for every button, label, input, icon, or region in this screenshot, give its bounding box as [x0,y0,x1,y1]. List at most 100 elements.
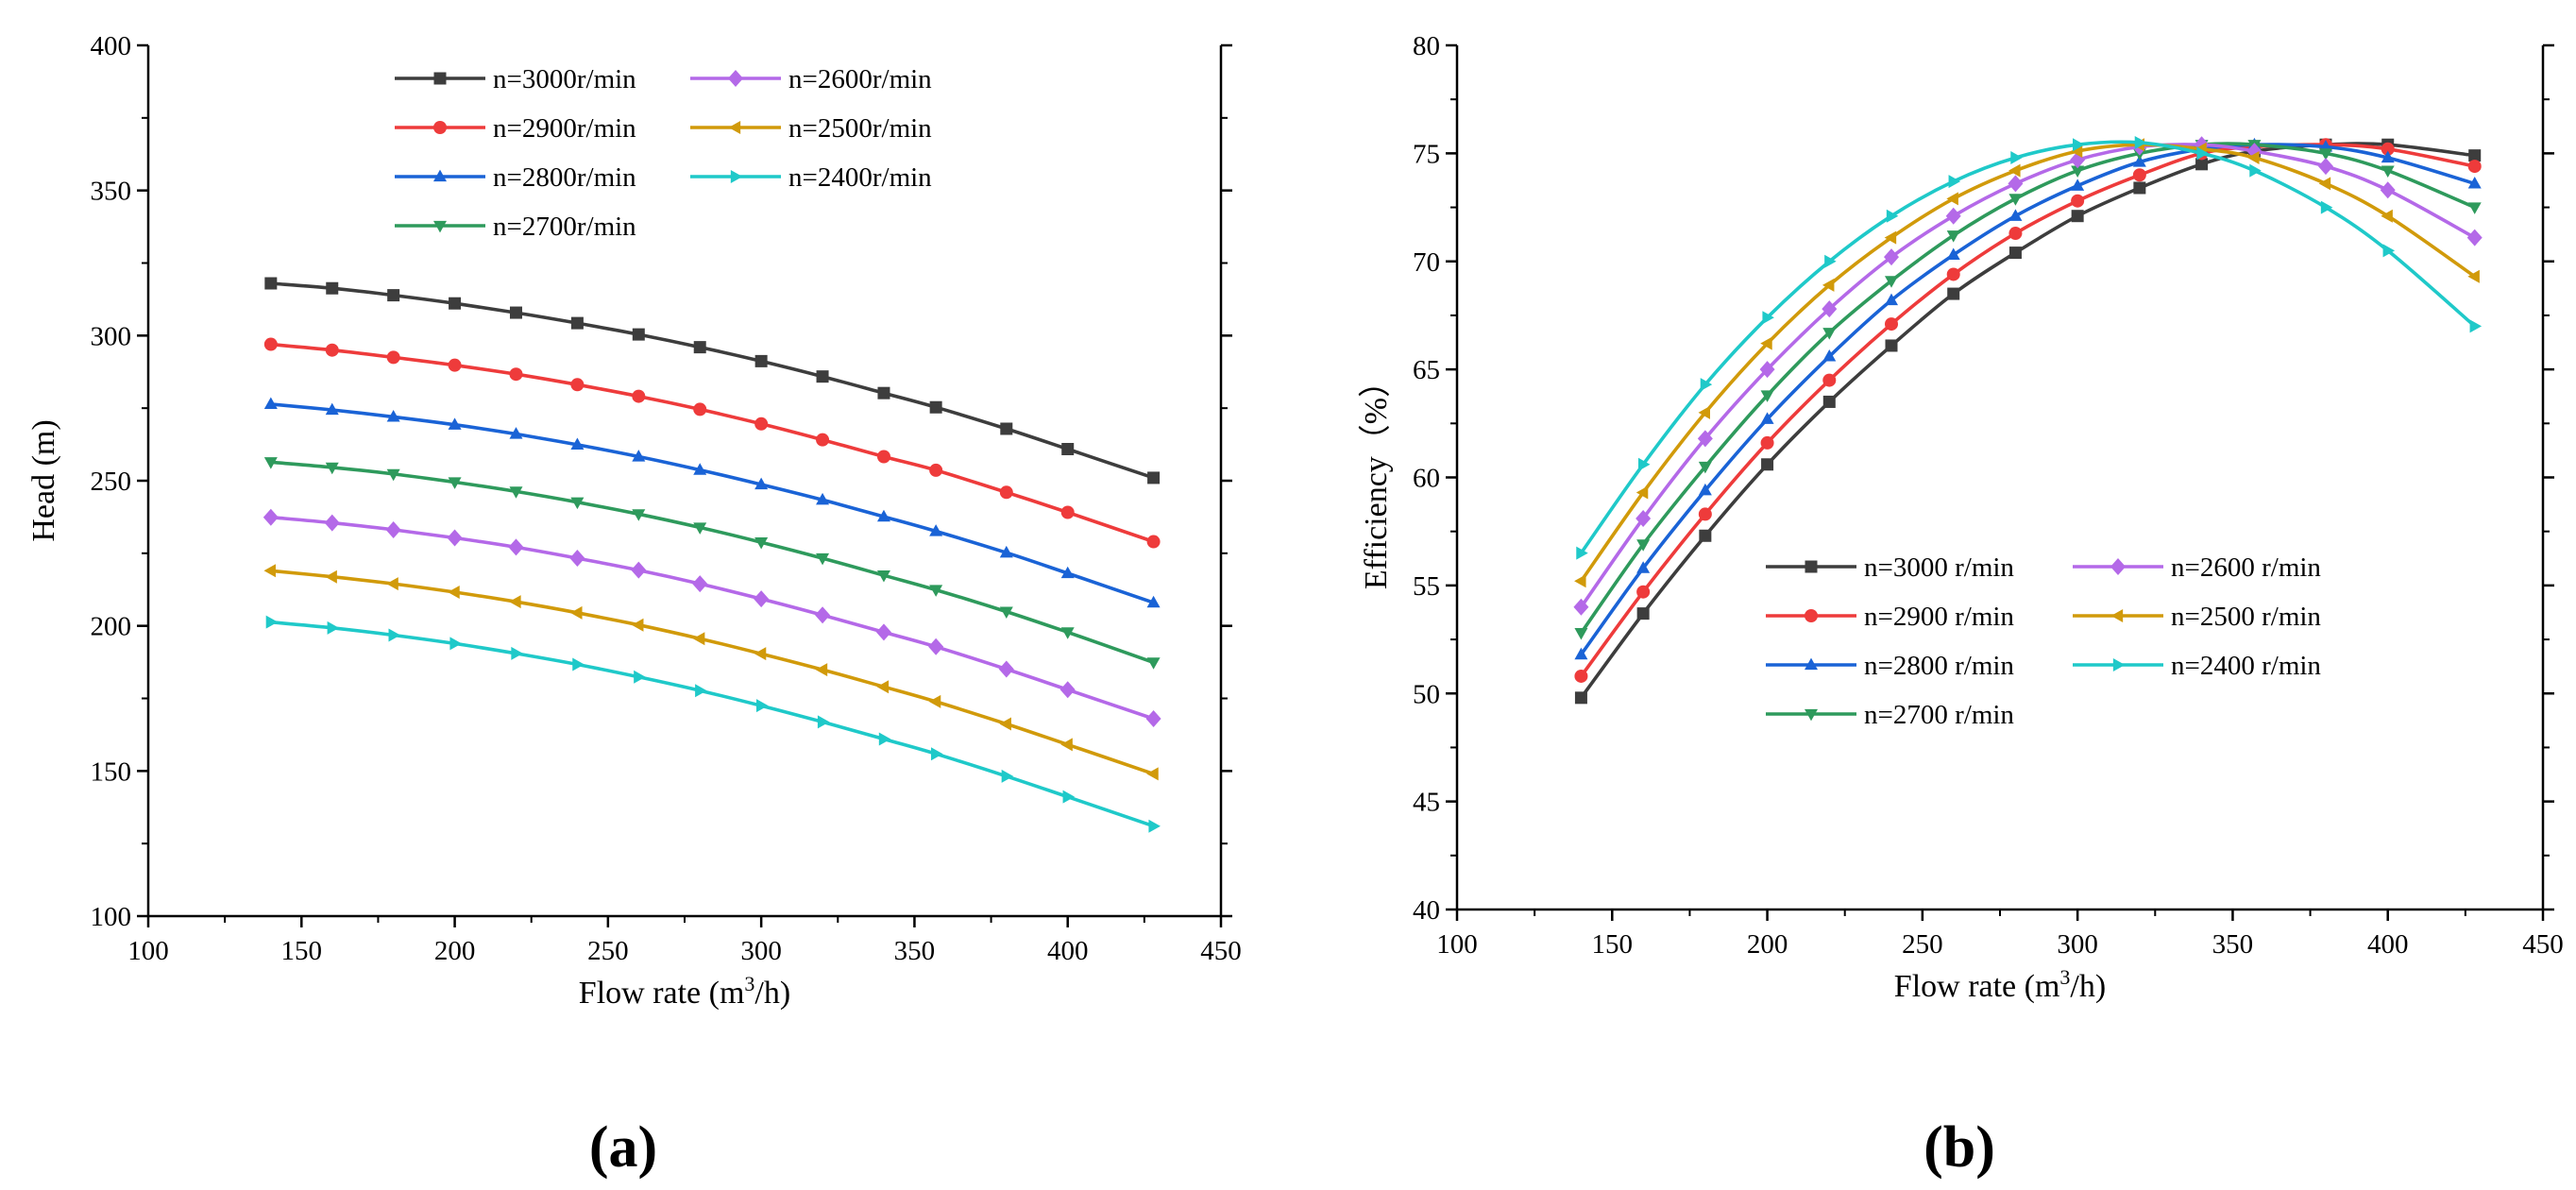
panel-label: (a) [589,1115,657,1180]
series-n=2400r/min [265,615,1161,833]
legend-item: n=3000 r/min [1766,552,2014,583]
data-point [2469,319,2483,333]
series-n=2600r/min [263,508,1161,728]
data-point [1698,461,1712,474]
data-point [509,367,523,382]
legend-label: n=2400 r/min [2171,651,2321,681]
legend-label: n=2400r/min [788,162,932,193]
data-point [1946,267,1960,281]
data-point [1060,566,1075,579]
data-point [448,477,462,489]
data-point [1636,585,1651,599]
data-point [572,657,585,672]
data-point [1060,627,1075,639]
data-point [2467,269,2480,283]
data-point [632,509,646,521]
data-point [929,585,943,597]
data-point [1700,378,1713,392]
data-point [998,660,1014,678]
legend-marker [433,121,447,134]
data-point [2071,210,2084,223]
data-point [2070,144,2083,159]
legend-label: n=2500r/min [788,113,932,144]
y-tick-label: 200 [91,612,132,642]
series-n=2400 r/min [1576,135,2483,560]
data-point [2320,200,2333,214]
data-point [2195,158,2209,171]
data-point [386,468,400,482]
data-point [509,595,521,609]
data-point [448,358,462,372]
data-point [815,663,828,677]
data-point [1146,767,1159,781]
data-point [387,289,400,302]
data-point [876,509,890,522]
x-tick-label: 300 [740,936,782,966]
data-point [326,281,339,295]
x-tick-label: 150 [1592,929,1634,960]
x-axis-title: Flow rate (m3/h) [579,972,790,1011]
data-point [1574,691,1587,705]
x-tick-label: 200 [1747,929,1788,960]
data-point [1822,349,1837,362]
data-point [929,524,943,536]
data-point [876,570,890,583]
data-point [569,550,585,568]
data-point [1698,483,1712,496]
data-point [2071,165,2085,178]
data-point [325,462,339,475]
data-point [876,680,890,694]
legend-label: n=2700 r/min [1864,700,2014,730]
data-point [1573,598,1589,616]
data-point [1761,458,1774,471]
data-point [1822,300,1838,318]
data-point [2249,163,2262,178]
data-point [1947,287,1960,300]
legend-item: n=2500r/min [690,113,932,144]
data-point [2071,194,2085,208]
data-point [508,538,524,556]
data-point [999,606,1013,619]
data-point [1697,430,1713,448]
data-point [388,628,401,642]
data-point [1000,422,1013,435]
data-point [1762,311,1774,325]
legend-label: n=3000 r/min [1864,552,2014,583]
legend-label: n=2900 r/min [1864,602,2014,632]
series-line [1579,143,2476,678]
y-tick-label: 150 [91,756,132,787]
data-point [1699,529,1712,542]
x-tick-label: 350 [2212,929,2254,960]
y-axis-title: Head (m) [26,419,61,541]
data-point [2381,142,2395,156]
data-point [1946,192,1958,206]
data-point [263,564,276,578]
legend-marker [728,70,743,87]
data-point [692,575,708,593]
series-line [1579,140,2476,554]
data-point [2008,209,2023,221]
data-point [448,417,462,430]
data-point [816,370,829,383]
data-point [754,647,767,661]
data-point [632,450,646,462]
panel-label: (b) [1924,1115,1995,1180]
series-n=3000r/min [264,277,1161,484]
data-point [570,497,585,510]
legend-item: n=2900r/min [395,113,636,144]
data-point [1145,710,1161,728]
legend-marker [2112,658,2126,672]
data-point [2132,168,2146,182]
series-n=2700 r/min [1574,140,2482,640]
data-point [2008,194,2023,206]
legend-item: n=2900 r/min [1766,602,2014,632]
x-tick-label: 200 [434,936,476,966]
data-point [2008,246,2022,260]
data-point [877,386,890,400]
data-point [509,306,522,319]
data-point [1060,505,1075,519]
data-point [631,561,647,579]
data-point [999,717,1011,731]
data-point [2381,150,2395,163]
legend-label: n=2600r/min [788,64,932,94]
